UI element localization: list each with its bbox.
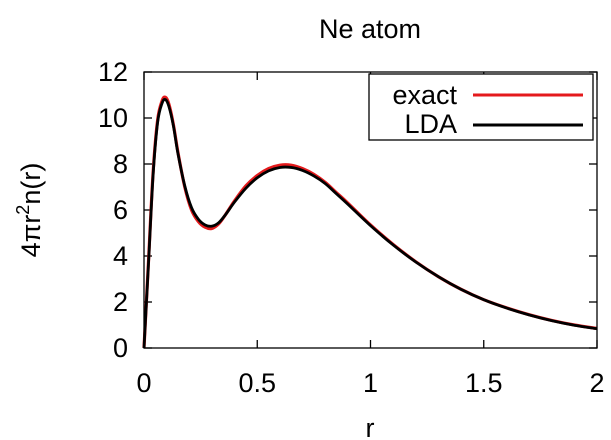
- y-axis-label-base: 4πr: [16, 215, 46, 258]
- legend-label-exact: exact: [392, 80, 457, 110]
- y-axis-label: 4πr2n(r): [13, 163, 46, 258]
- series-lines: [142, 95, 598, 349]
- x-axis-label: r: [366, 413, 375, 440]
- y-tick-label: 2: [113, 287, 128, 317]
- y-tick-label: 8: [113, 149, 128, 179]
- legend-label-lda: LDA: [404, 109, 457, 139]
- plot-frame: [143, 71, 598, 349]
- x-tick-label: 1.5: [465, 368, 503, 398]
- y-tick-label: 4: [113, 241, 128, 271]
- y-tick-label: 10: [98, 103, 128, 133]
- x-tick-label: 0: [136, 368, 151, 398]
- y-tick-label: 12: [98, 57, 128, 87]
- y-axis-label-sup: 2: [13, 205, 33, 215]
- y-tick-label: 6: [113, 195, 128, 225]
- x-tick-label: 2: [589, 368, 604, 398]
- y-tick-label: 0: [113, 333, 128, 363]
- legend: exact LDA: [368, 73, 594, 141]
- x-tick-label: 1: [363, 368, 378, 398]
- x-tick-label: 0.5: [238, 368, 276, 398]
- chart-title: Ne atom: [319, 14, 421, 44]
- legend-box: [368, 73, 594, 141]
- series-line-lda: [142, 97, 598, 349]
- y-axis-label-tail: n(r): [16, 163, 46, 205]
